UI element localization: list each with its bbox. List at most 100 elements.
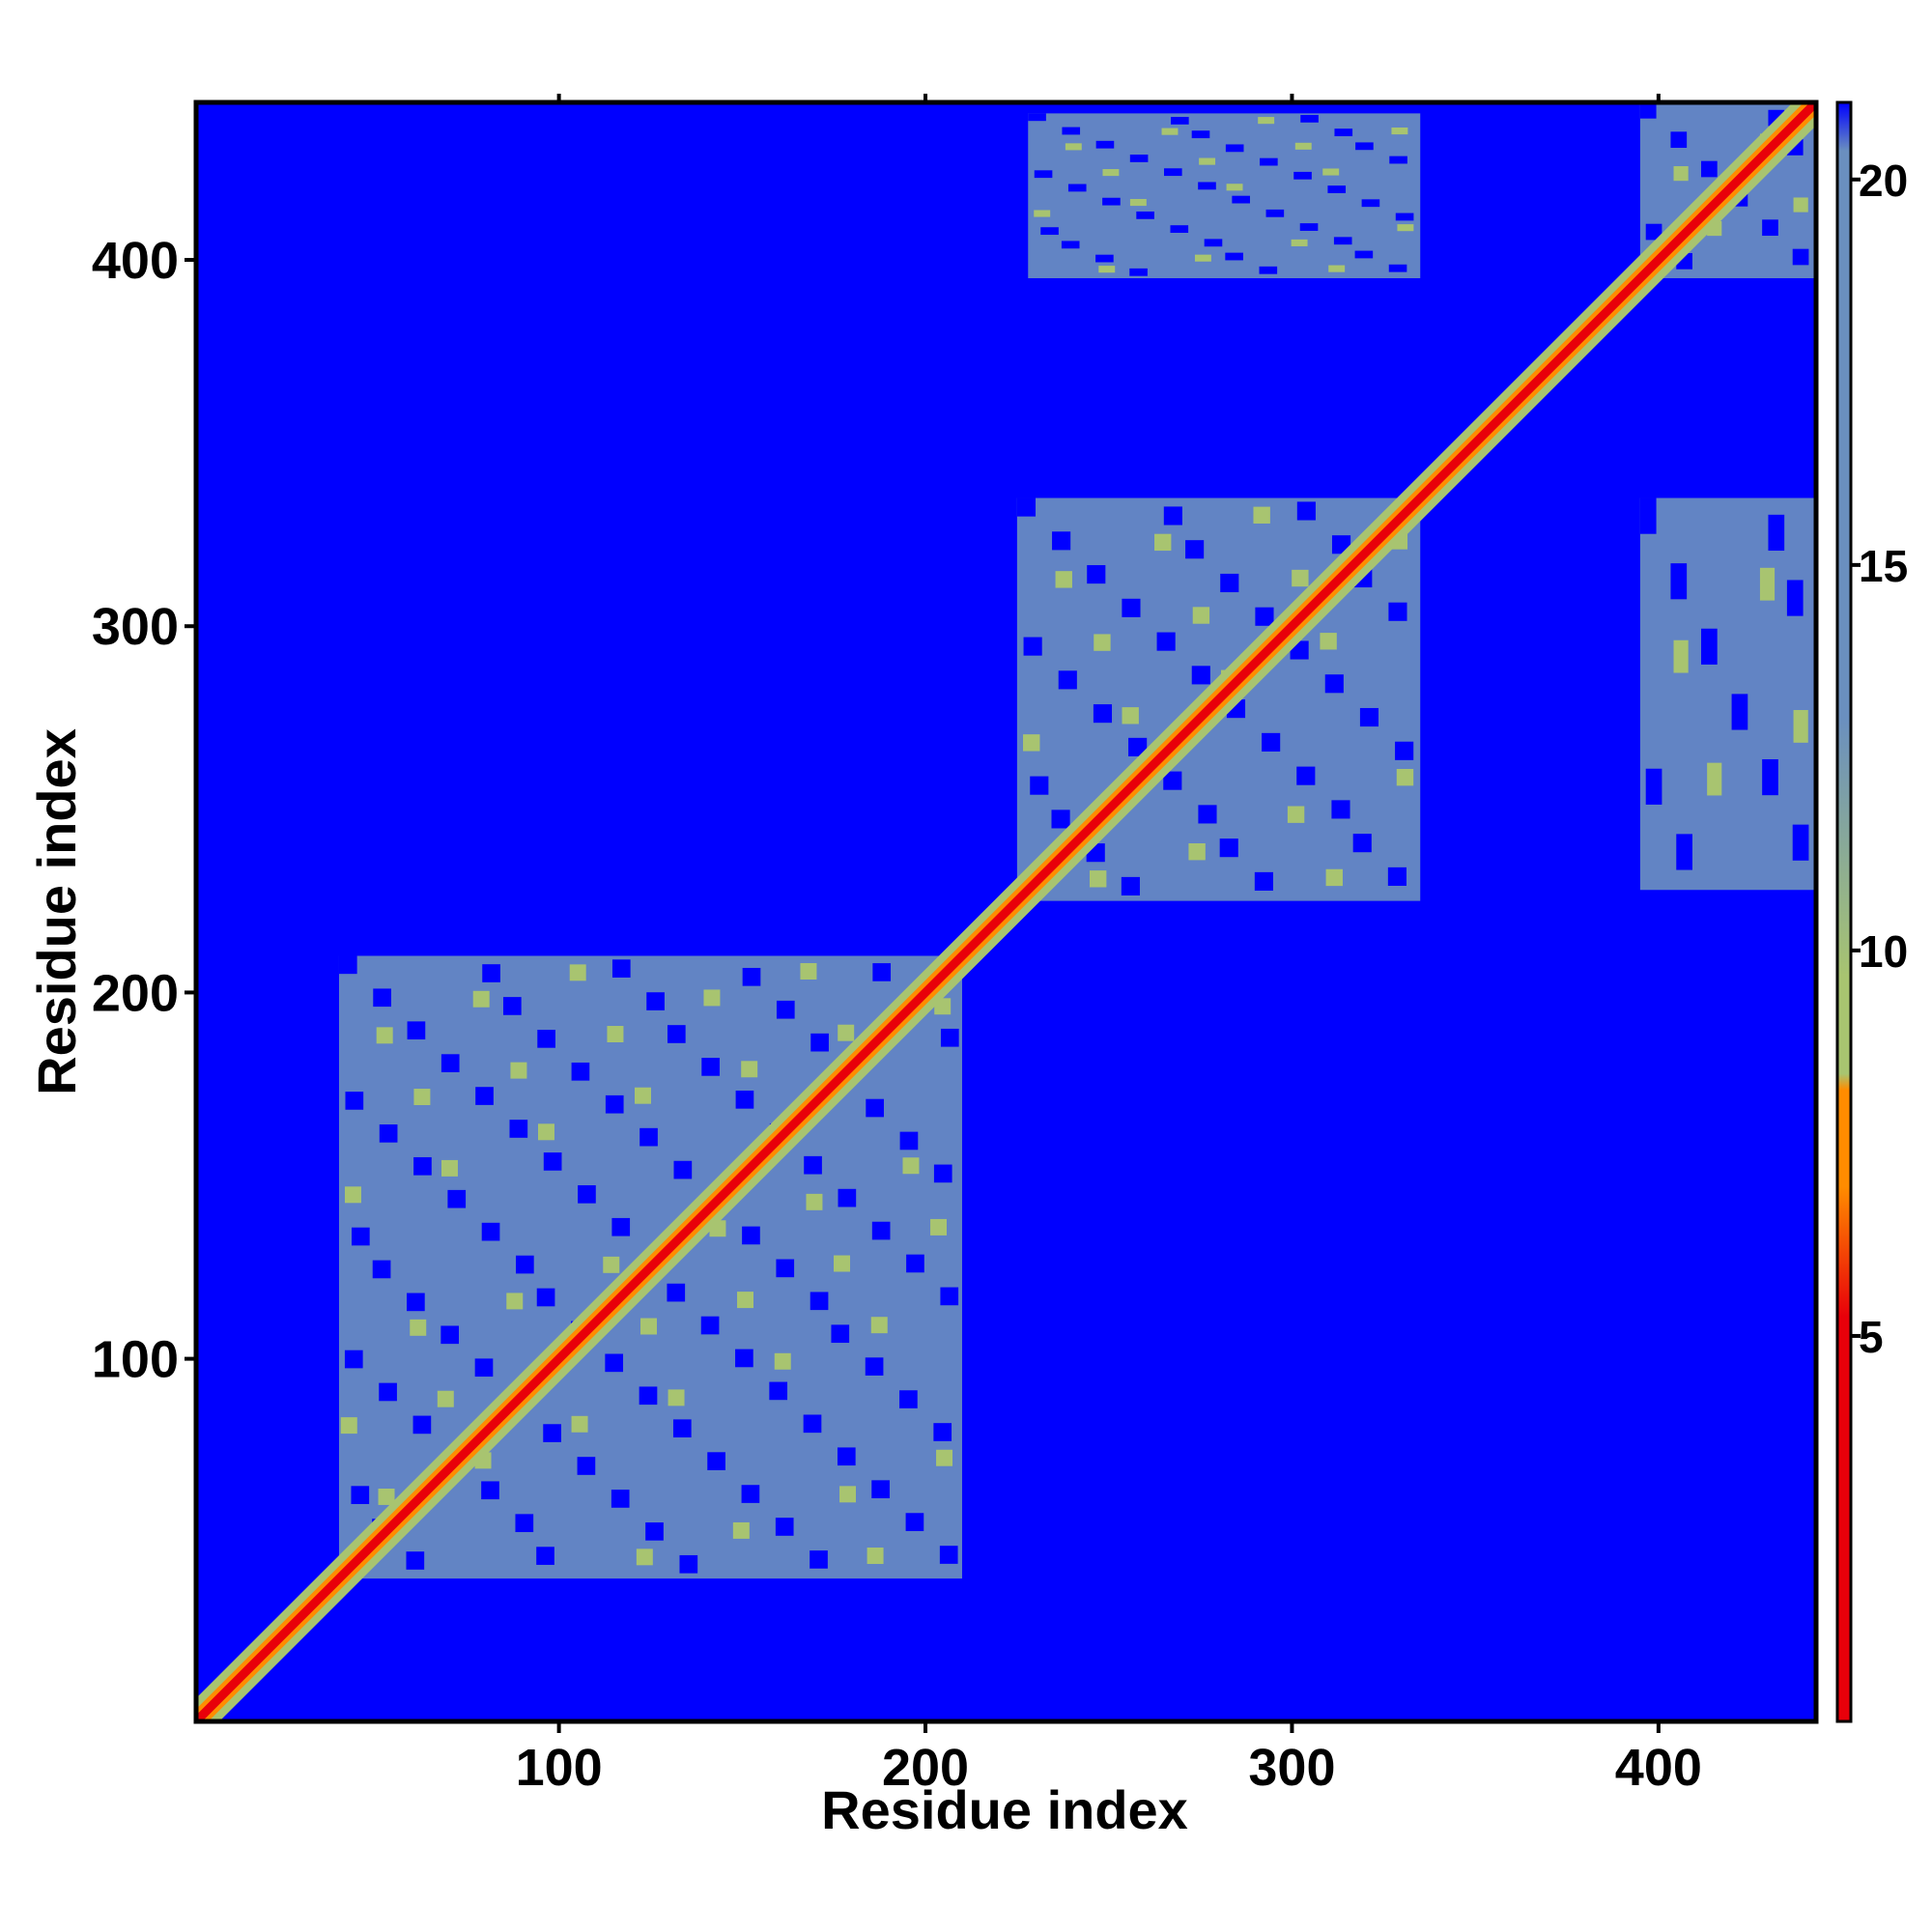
inter-domain-block-1-gap bbox=[1259, 266, 1278, 274]
domain-2-gap bbox=[1198, 805, 1217, 824]
domain-1-gap bbox=[611, 1490, 630, 1508]
inter-domain-block-2-gap bbox=[1731, 694, 1748, 730]
domain-2-gap bbox=[1185, 540, 1205, 559]
domain-2-gap bbox=[1359, 707, 1379, 727]
domain-1-contact bbox=[376, 1027, 393, 1044]
colorbar-frame bbox=[1835, 100, 1853, 1723]
inter-domain-block-1-contact bbox=[1391, 128, 1408, 135]
domain-2-contact bbox=[1154, 533, 1172, 552]
domain-1-gap bbox=[776, 1000, 795, 1019]
domain-1-contact bbox=[413, 1089, 431, 1106]
domain-2-gap bbox=[1128, 737, 1148, 756]
domain-2-contact bbox=[1188, 843, 1206, 861]
domain-1-contact bbox=[732, 1521, 750, 1539]
domain-1-contact bbox=[737, 1292, 753, 1309]
domain-2-gap bbox=[1296, 501, 1316, 521]
colorbar-ticks: 5 10 15 20 bbox=[1851, 156, 1908, 1362]
inter-domain-block-1-gap bbox=[1299, 223, 1319, 231]
inter-domain-block-2-contact bbox=[1793, 710, 1808, 743]
domain-1-gap bbox=[707, 1452, 725, 1470]
x-tick-label: 400 bbox=[1615, 1739, 1702, 1797]
inter-domain-block-1-gap bbox=[1334, 128, 1353, 137]
domain-1-gap bbox=[536, 1547, 554, 1565]
domain-2-gap bbox=[1395, 741, 1414, 760]
inter-domain-block-1-gap bbox=[1355, 142, 1374, 151]
domain-1-gap bbox=[413, 1156, 432, 1176]
domain-1-gap bbox=[645, 1522, 664, 1541]
domain-2-gap bbox=[1352, 834, 1372, 853]
domain-1-contact bbox=[440, 1159, 458, 1177]
domain-1-gap bbox=[803, 1414, 822, 1434]
inter-domain-block-1-gap bbox=[1095, 140, 1115, 149]
inter-domain-block-1-gap bbox=[1361, 199, 1380, 208]
domain-1-gap bbox=[372, 1260, 391, 1279]
inter-domain-block-1-contact bbox=[1102, 169, 1120, 177]
domain-1-contact bbox=[741, 1061, 758, 1078]
inter-domain-block-2-gap bbox=[1768, 514, 1785, 552]
domain-1-gap bbox=[509, 1120, 528, 1138]
domain-1-gap bbox=[611, 1217, 631, 1236]
domain-1-contact bbox=[437, 1390, 454, 1407]
domain-1-gap bbox=[543, 1152, 562, 1171]
domain-2-gap bbox=[1122, 598, 1141, 617]
domain-1-gap bbox=[667, 1025, 686, 1043]
colorbar-tick-label: 15 bbox=[1859, 541, 1908, 591]
inter-domain-block-1-contact bbox=[1291, 239, 1308, 246]
y-tick-label: 300 bbox=[92, 598, 179, 656]
domain-1-gap bbox=[865, 1357, 884, 1376]
inter-domain-block-1-gap bbox=[1040, 227, 1059, 236]
inter-domain-block-1-gap bbox=[1260, 157, 1278, 166]
domain-2-gap bbox=[1121, 876, 1140, 895]
inter-domain-block-1-contact bbox=[1194, 254, 1211, 262]
domain-1-gap bbox=[899, 1131, 919, 1151]
domain-1-gap bbox=[537, 1030, 555, 1048]
inter-domain-block-2-gap bbox=[1676, 834, 1692, 870]
domain-3-gap bbox=[1639, 102, 1657, 119]
domain-2-contact bbox=[1089, 870, 1107, 888]
domain-1-contact bbox=[834, 1255, 851, 1272]
y-axis-title: Residue index bbox=[26, 728, 87, 1095]
plot-frame bbox=[193, 99, 1819, 1724]
domain-1-contact bbox=[838, 1024, 855, 1041]
domain-1-contact bbox=[839, 1486, 857, 1503]
domain-1-gap bbox=[605, 1094, 624, 1114]
x-tick-label: 200 bbox=[882, 1739, 969, 1797]
domain-1-gap bbox=[515, 1514, 534, 1533]
domain-1-gap bbox=[502, 997, 522, 1015]
domain-2-contact bbox=[1292, 569, 1309, 587]
domain-2-gap bbox=[1058, 670, 1077, 690]
domain-1-gap bbox=[475, 1087, 494, 1105]
domain-1-gap bbox=[871, 1480, 890, 1498]
inter-domain-block-1-gap bbox=[1171, 117, 1189, 125]
inter-domain-block-1-gap bbox=[1225, 144, 1244, 153]
domain-1-gap bbox=[351, 1486, 370, 1504]
domain-2-gap bbox=[1191, 666, 1210, 685]
inter-domain-block-1-gap bbox=[1293, 171, 1312, 180]
domain-2-contact bbox=[1094, 634, 1111, 651]
domain-1-gap bbox=[866, 1098, 884, 1118]
inter-domain-block-1-contact bbox=[1034, 210, 1051, 217]
domain-1-contact bbox=[603, 1256, 620, 1273]
domain-1-gap bbox=[871, 1221, 891, 1240]
inter-domain-block-1-contact bbox=[1129, 198, 1147, 207]
domain-1-gap bbox=[482, 964, 500, 982]
domain-1-gap bbox=[933, 1423, 952, 1441]
domain-1-gap bbox=[741, 1485, 760, 1503]
domain-2-contact bbox=[1320, 633, 1337, 650]
inter-domain-block-1-gap bbox=[1095, 254, 1114, 263]
domain-1-gap bbox=[474, 1358, 494, 1378]
domain-1-gap bbox=[831, 1324, 850, 1344]
inter-domain-block-1-gap bbox=[1388, 264, 1407, 272]
domain-3-contact bbox=[1673, 166, 1689, 182]
domain-1-contact bbox=[870, 1317, 888, 1334]
domain-1-gap bbox=[344, 1350, 363, 1369]
domain-1-gap bbox=[605, 1353, 624, 1373]
x-axis-title: Residue index bbox=[821, 1779, 1188, 1840]
domain-1-contact bbox=[569, 964, 586, 981]
domain-1-contact bbox=[571, 1415, 588, 1433]
domain-1-gap bbox=[440, 1054, 460, 1072]
inter-domain-block-1-gap bbox=[1354, 250, 1374, 259]
domain-3-gap bbox=[1645, 223, 1662, 241]
domain-1-gap bbox=[406, 1551, 425, 1570]
domain-1-contact bbox=[506, 1293, 524, 1310]
